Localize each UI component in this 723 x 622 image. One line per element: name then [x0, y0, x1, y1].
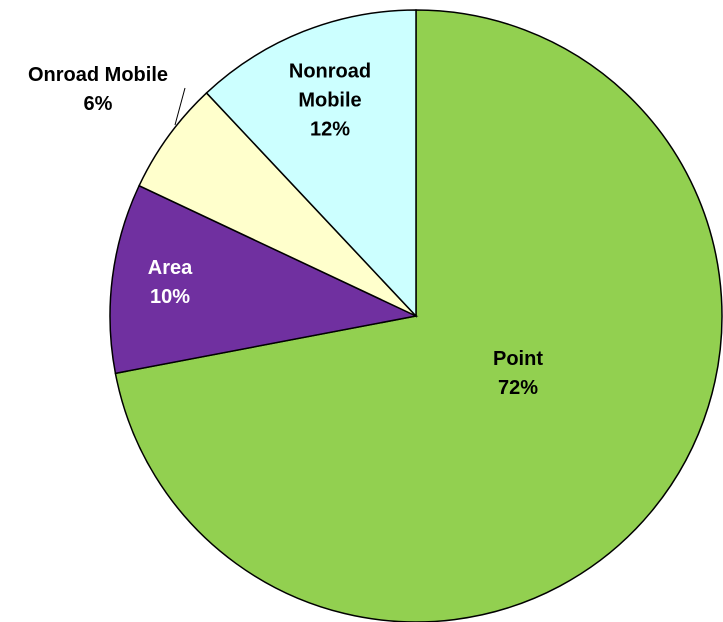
slice-percent: 12%: [309, 118, 351, 141]
slice-label: Onroad Mobile 6%: [0, 61, 198, 119]
slice-name: Nonroad Mobile: [288, 60, 372, 112]
slice-label: Point 72%: [438, 345, 598, 403]
slice-percent: 6%: [83, 93, 113, 115]
leader-line: [174, 87, 186, 126]
slice-label: Area 10%: [110, 254, 230, 312]
pie-slice: [114, 9, 723, 622]
slice-name: Area: [147, 257, 193, 279]
slice-name: Onroad Mobile: [28, 64, 168, 86]
pie-slice: [205, 9, 417, 318]
slice-label: Nonroad Mobile 12%: [275, 58, 385, 145]
slice-percent: 72%: [497, 377, 539, 399]
slice-percent: 10%: [149, 286, 191, 308]
pie-slice: [109, 184, 419, 375]
slice-name: Point: [493, 348, 543, 370]
